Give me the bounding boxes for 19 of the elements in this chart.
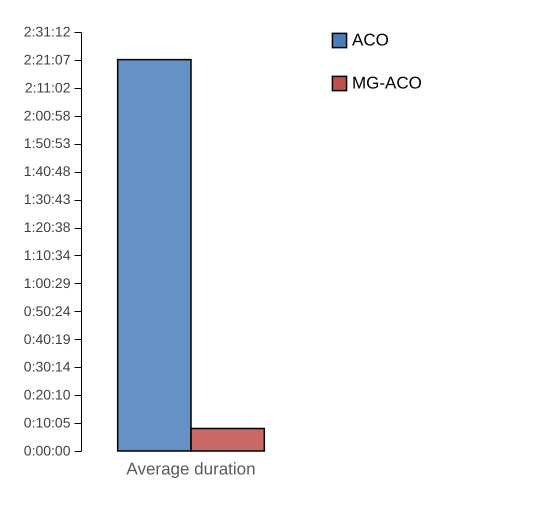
y-tick-label: 1:40:48: [24, 163, 71, 180]
y-tick-label: 1:50:53: [24, 135, 71, 152]
y-tick-label: 2:00:58: [24, 107, 71, 124]
y-tick-label: 0:40:19: [24, 330, 71, 347]
y-tick-label: 1:30:43: [24, 191, 71, 208]
x-tick-label: Average duration: [126, 460, 256, 478]
y-tick-label: 2:21:07: [24, 51, 71, 68]
y-tick-label: 0:20:10: [24, 386, 71, 403]
y-tick-label: 0:00:00: [24, 442, 71, 458]
y-tick-label: 0:10:05: [24, 414, 71, 431]
y-tick-label: 1:20:38: [24, 219, 71, 236]
legend-label: MG-ACO: [352, 74, 422, 92]
y-tick-label: 2:31:12: [24, 24, 71, 40]
y-tick-label: 0:30:14: [24, 358, 71, 375]
y-tick-label: 1:00:29: [24, 274, 71, 291]
legend-label: ACO: [352, 30, 389, 50]
y-tick-label: 1:10:34: [24, 246, 71, 263]
y-tick-label: 2:11:02: [24, 79, 71, 96]
y-tick-label: 0:50:24: [24, 302, 71, 319]
